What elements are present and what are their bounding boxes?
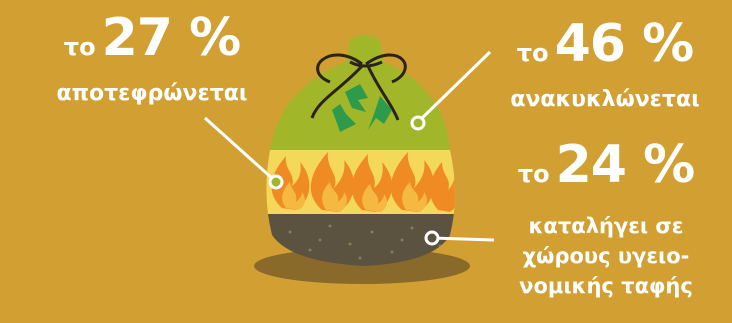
recycled-prefix: το: [516, 39, 549, 67]
incinerated-marker: [268, 174, 284, 190]
landfill-prefix: το: [517, 160, 550, 188]
incinerated-prefix: το: [63, 33, 96, 61]
leader-lines: [203, 50, 495, 242]
landfill-text-line: νομικής ταφής: [519, 274, 693, 298]
landfill-percent: 24 %: [555, 135, 696, 195]
flame-icon: [271, 152, 455, 212]
landfill-text-line: καταλήγει σε: [528, 214, 684, 238]
recycled-layer: [266, 35, 455, 150]
recycle-icon: [332, 84, 392, 132]
recycled-text: ανακυκλώνεται: [510, 87, 700, 112]
bag-tie-icon: [310, 53, 407, 121]
soil-texture: [288, 224, 442, 260]
landfill-text-line: χώρους υγειο-: [522, 244, 690, 268]
recycled-callout: το 46 % ανακυκλώνεται: [480, 14, 730, 113]
landfill-marker: [424, 230, 440, 246]
incinerated-percent: 27 %: [101, 8, 242, 68]
landfill-callout: το 24 % καταλήγει σε χώρους υγειο- νομική…: [496, 135, 716, 301]
recycled-marker: [410, 115, 426, 131]
incinerated-text: αποτεφρώνεται: [56, 81, 248, 106]
incinerated-callout: το 27 % αποτεφρώνεται: [28, 8, 276, 107]
recycled-percent: 46 %: [554, 14, 695, 74]
